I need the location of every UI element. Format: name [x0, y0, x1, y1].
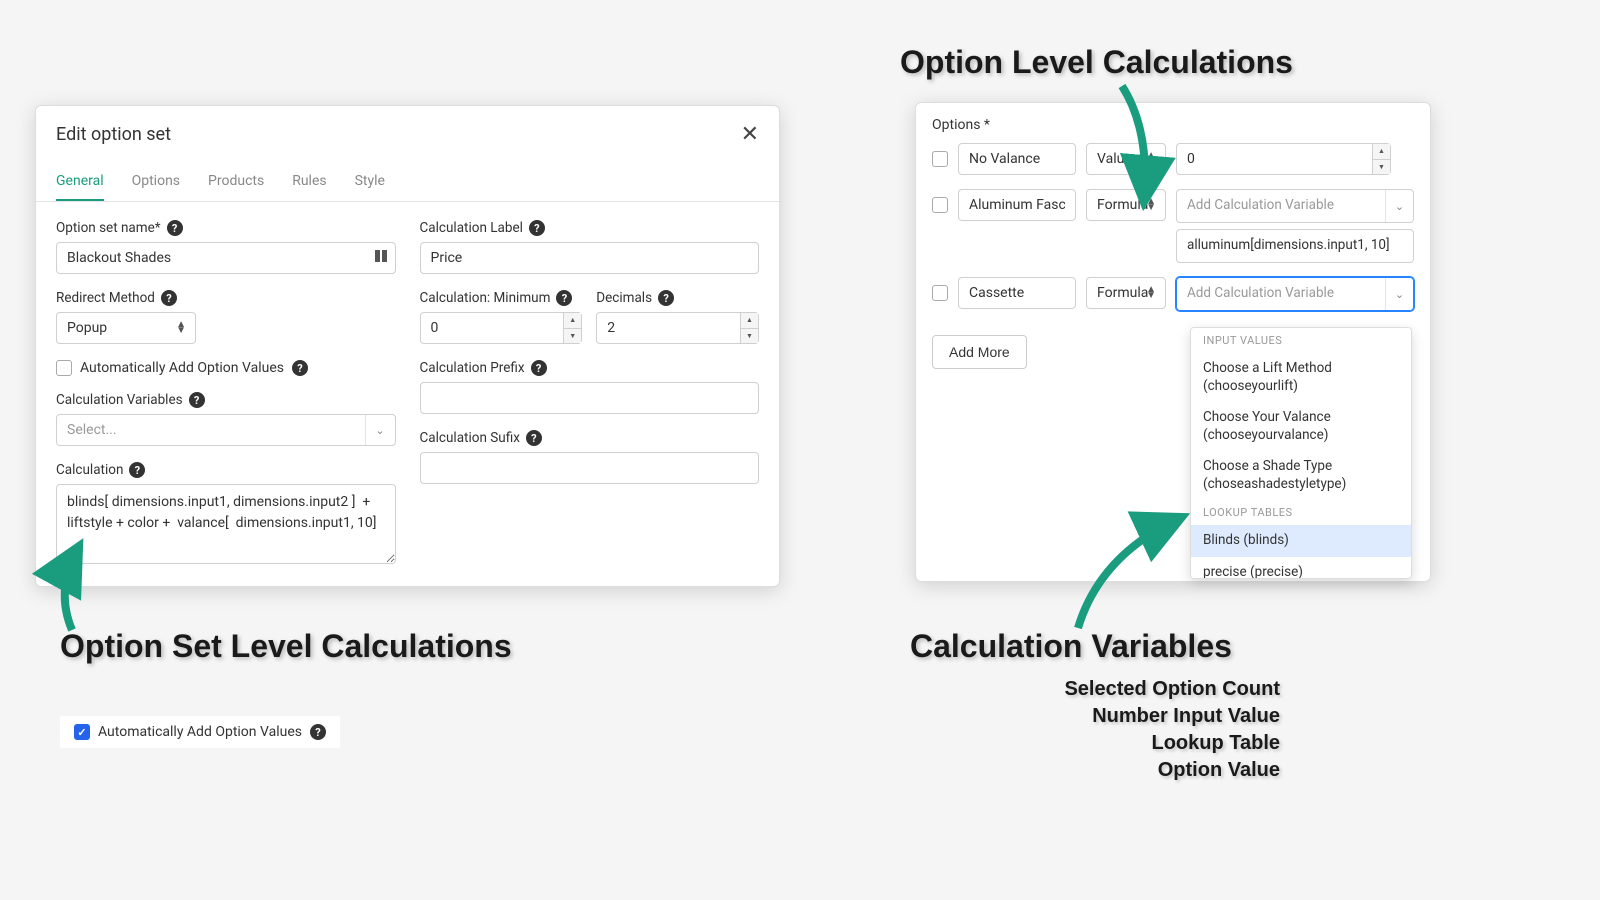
- tab-rules[interactable]: Rules: [292, 163, 326, 201]
- callout-sub-list: Selected Option Count Number Input Value…: [1042, 676, 1280, 784]
- tab-products[interactable]: Products: [208, 163, 264, 201]
- option-row: ▲▼ Add Calculation Variable ⌄: [932, 277, 1414, 311]
- calc-variable-select[interactable]: Add Calculation Variable ⌄: [1176, 189, 1414, 223]
- help-icon[interactable]: ?: [167, 220, 183, 236]
- option-type-select[interactable]: [1086, 143, 1166, 175]
- callout-calc-variables: Calculation Variables: [910, 628, 1232, 665]
- decimals-input[interactable]: [596, 312, 759, 344]
- edit-option-set-modal: Edit option set ✕ General Options Produc…: [35, 105, 780, 587]
- help-icon[interactable]: ?: [556, 290, 572, 306]
- help-icon[interactable]: ?: [526, 430, 542, 446]
- help-icon[interactable]: ?: [658, 290, 674, 306]
- chevron-down-icon: ⌄: [365, 415, 395, 445]
- option-set-name-input[interactable]: [56, 242, 396, 274]
- calculation-textarea[interactable]: [56, 484, 396, 564]
- chevron-down-icon: ⌄: [1385, 278, 1413, 310]
- tab-style[interactable]: Style: [355, 163, 385, 201]
- redirect-method-label: Redirect Method?: [56, 290, 396, 306]
- help-icon[interactable]: ?: [310, 724, 326, 740]
- translate-icon[interactable]: [374, 249, 388, 267]
- option-type-select[interactable]: [1086, 189, 1166, 221]
- formula-display[interactable]: alluminum[dimensions.input1, 10]: [1176, 229, 1414, 263]
- number-stepper[interactable]: ▲▼: [563, 313, 581, 343]
- help-icon[interactable]: ?: [531, 360, 547, 376]
- option-row: ▲▼ Add Calculation Variable ⌄ alluminum[…: [932, 189, 1414, 263]
- tab-options[interactable]: Options: [132, 163, 180, 201]
- redirect-method-select[interactable]: [56, 312, 196, 344]
- calc-suffix-label: Calculation Sufix?: [420, 430, 760, 446]
- dropdown-item[interactable]: Choose a Lift Method (chooseyourlift): [1191, 353, 1411, 402]
- chevron-down-icon: ⌄: [1385, 190, 1413, 222]
- calc-min-label: Calculation: Minimum?: [420, 290, 583, 306]
- checkbox-icon[interactable]: [932, 197, 948, 213]
- auto-add-checkbox-row[interactable]: Automatically Add Option Values ?: [56, 360, 396, 376]
- help-icon[interactable]: ?: [529, 220, 545, 236]
- dropdown-item[interactable]: Choose a Shade Type (choseashadestyletyp…: [1191, 451, 1411, 500]
- add-more-button[interactable]: Add More: [932, 335, 1027, 369]
- callout-option-set-level: Option Set Level Calculations: [60, 628, 512, 665]
- tab-general[interactable]: General: [56, 163, 104, 201]
- checkbox-icon[interactable]: [74, 724, 90, 740]
- calc-suffix-input[interactable]: [420, 452, 760, 484]
- help-icon[interactable]: ?: [292, 360, 308, 376]
- options-header: Options *: [916, 103, 1430, 143]
- option-name-input[interactable]: [958, 277, 1076, 309]
- option-value-input[interactable]: [1176, 143, 1391, 175]
- modal-tabs: General Options Products Rules Style: [36, 163, 779, 202]
- help-icon[interactable]: ?: [189, 392, 205, 408]
- option-set-name-label: Option set name*?: [56, 220, 396, 236]
- calculation-label: Calculation?: [56, 462, 396, 478]
- footer-auto-add-chip: Automatically Add Option Values ?: [60, 716, 340, 748]
- option-type-select[interactable]: [1086, 277, 1166, 309]
- calc-variables-select[interactable]: Select... ⌄: [56, 414, 396, 446]
- dropdown-section-header: LOOKUP TABLES: [1191, 500, 1411, 525]
- calc-label-label: Calculation Label?: [420, 220, 760, 236]
- help-icon[interactable]: ?: [161, 290, 177, 306]
- calc-prefix-input[interactable]: [420, 382, 760, 414]
- modal-title: Edit option set: [56, 124, 171, 145]
- checkbox-icon[interactable]: [932, 285, 948, 301]
- close-icon[interactable]: ✕: [741, 122, 759, 147]
- help-icon[interactable]: ?: [129, 462, 145, 478]
- decimals-label: Decimals?: [596, 290, 759, 306]
- option-row: ▲▼ ▲▼: [932, 143, 1414, 175]
- checkbox-icon[interactable]: [932, 151, 948, 167]
- variable-dropdown[interactable]: INPUT VALUES Choose a Lift Method (choos…: [1190, 327, 1412, 579]
- dropdown-item[interactable]: Blinds (blinds): [1191, 525, 1411, 557]
- dropdown-item[interactable]: Choose Your Valance (chooseyourvalance): [1191, 402, 1411, 451]
- calc-label-input[interactable]: [420, 242, 760, 274]
- dropdown-item[interactable]: precise (precise): [1191, 557, 1411, 579]
- calc-variable-select[interactable]: Add Calculation Variable ⌄: [1176, 277, 1414, 311]
- callout-option-level: Option Level Calculations: [900, 44, 1293, 81]
- checkbox-icon[interactable]: [56, 360, 72, 376]
- dropdown-section-header: INPUT VALUES: [1191, 328, 1411, 353]
- number-stepper[interactable]: ▲▼: [1372, 144, 1390, 174]
- number-stepper[interactable]: ▲▼: [740, 313, 758, 343]
- calc-variables-label: Calculation Variables?: [56, 392, 396, 408]
- option-name-input[interactable]: [958, 189, 1076, 221]
- calc-min-input[interactable]: [420, 312, 583, 344]
- option-name-input[interactable]: [958, 143, 1076, 175]
- calc-prefix-label: Calculation Prefix?: [420, 360, 760, 376]
